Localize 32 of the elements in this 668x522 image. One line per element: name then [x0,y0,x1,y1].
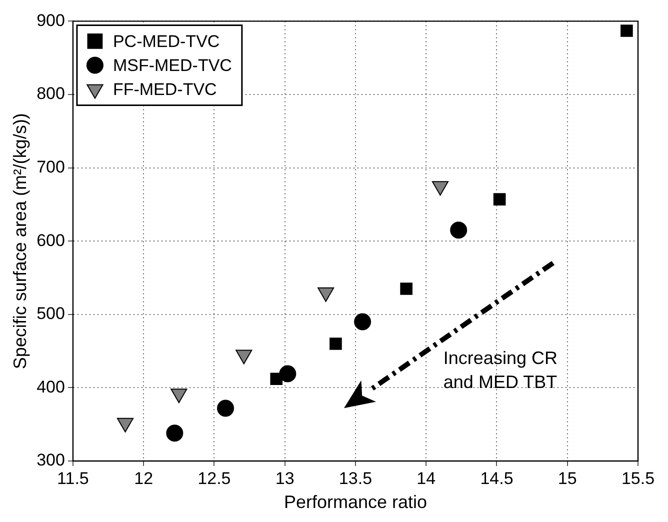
point [400,282,412,295]
x-tick-label: 15 [558,468,577,488]
annotation: Increasing CR and MED TBT [443,348,558,392]
point [330,338,342,350]
y-tick-label: 600 [36,230,65,250]
x-tick-label: 11.5 [57,468,89,488]
x-tick-label: 13.5 [338,468,372,488]
point [620,24,633,37]
y-tick-label: 900 [36,10,65,30]
y-axis-title: Specific surface area (m²/(kg/s)) [10,113,30,370]
y-tick-label: 500 [36,304,65,324]
y-tick-label: 800 [36,84,65,104]
point [354,313,372,330]
point [270,372,283,386]
x-tick-label: 14 [416,468,436,488]
x-axis-title: Performance ratio [284,492,428,512]
y-tick-label: 700 [36,157,65,176]
x-tick-label: 15.5 [621,468,655,488]
legend-label: PC-MED-TVC [112,32,220,51]
y-tick-label: 400 [36,377,65,396]
legend-label: FF-MED-TVC [112,80,217,99]
point [166,424,184,442]
legend-label: MSF-MED-TVC [112,56,232,75]
point [217,400,234,417]
point [450,222,468,239]
y-tick-label: 300 [36,450,65,470]
x-tick-label: 13 [275,468,294,488]
point [493,193,506,206]
x-tick-label: 12.5 [198,468,231,488]
point [279,365,296,382]
x-tick-label: 14.5 [480,468,514,488]
x-tick-label: 12 [134,468,154,488]
